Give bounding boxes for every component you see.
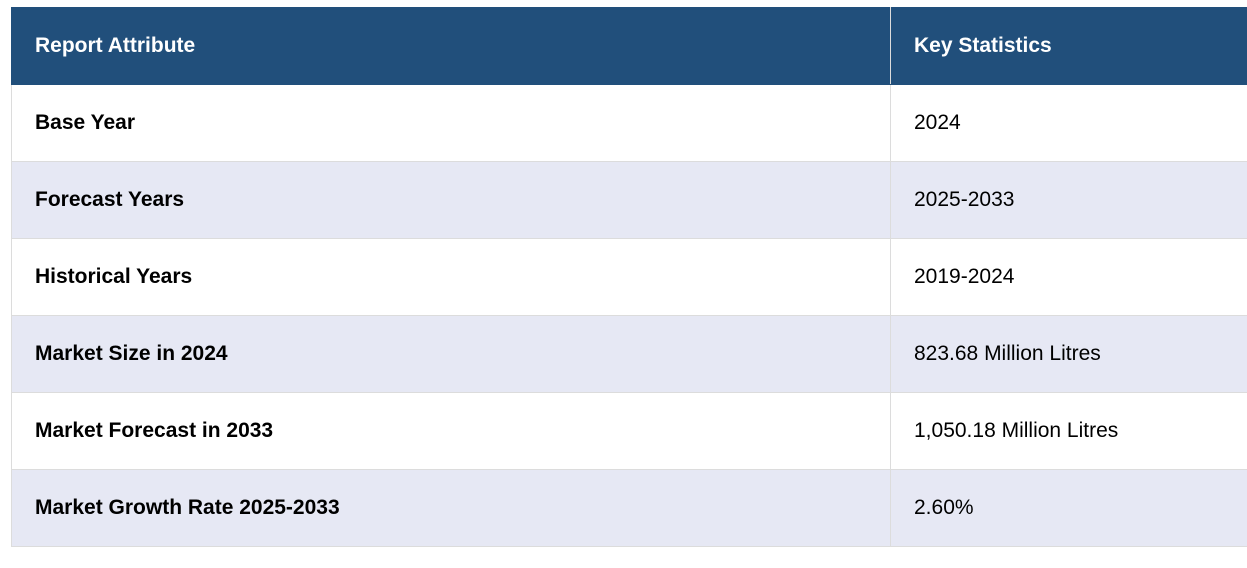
table-row: Historical Years 2019-2024: [11, 238, 1247, 316]
table-row: Market Growth Rate 2025-2033 2.60%: [11, 469, 1247, 547]
column-header-statistics: Key Statistics: [890, 7, 1247, 85]
row-attribute: Historical Years: [11, 238, 891, 316]
column-header-attribute: Report Attribute: [11, 7, 891, 85]
row-value: 2.60%: [890, 469, 1247, 547]
row-value: 823.68 Million Litres: [890, 315, 1247, 393]
table-row: Market Forecast in 2033 1,050.18 Million…: [11, 392, 1247, 470]
table-row: Base Year 2024: [11, 84, 1247, 162]
row-value: 2019-2024: [890, 238, 1247, 316]
report-statistics-table: Report Attribute Key Statistics Base Yea…: [11, 7, 1247, 547]
table-row: Forecast Years 2025-2033: [11, 161, 1247, 239]
row-value: 2025-2033: [890, 161, 1247, 239]
table-header-row: Report Attribute Key Statistics: [11, 7, 1247, 85]
row-value: 2024: [890, 84, 1247, 162]
row-attribute: Base Year: [11, 84, 891, 162]
row-attribute: Market Size in 2024: [11, 315, 891, 393]
table-row: Market Size in 2024 823.68 Million Litre…: [11, 315, 1247, 393]
row-value: 1,050.18 Million Litres: [890, 392, 1247, 470]
row-attribute: Market Growth Rate 2025-2033: [11, 469, 891, 547]
row-attribute: Market Forecast in 2033: [11, 392, 891, 470]
row-attribute: Forecast Years: [11, 161, 891, 239]
